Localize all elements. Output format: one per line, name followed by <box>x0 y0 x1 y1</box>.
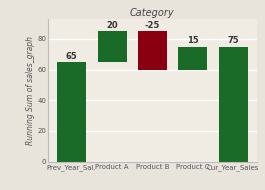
Text: -25: -25 <box>145 21 160 30</box>
Y-axis label: Running Sum of sales_graph: Running Sum of sales_graph <box>25 36 34 145</box>
Bar <box>98 31 127 62</box>
Text: 65: 65 <box>66 52 78 61</box>
Bar <box>219 47 248 162</box>
Text: 75: 75 <box>227 36 239 45</box>
Bar <box>138 31 167 70</box>
Bar <box>178 47 207 70</box>
Bar <box>57 62 86 162</box>
Text: 20: 20 <box>106 21 118 30</box>
Text: 15: 15 <box>187 36 198 45</box>
Title: Category: Category <box>130 8 175 18</box>
